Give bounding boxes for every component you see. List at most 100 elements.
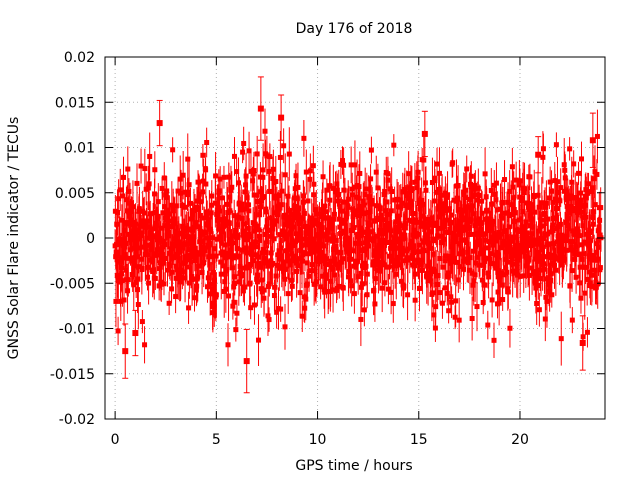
data-point — [240, 149, 246, 155]
data-point — [351, 225, 357, 231]
data-point — [257, 204, 263, 210]
data-point — [231, 153, 237, 159]
data-point — [302, 223, 308, 229]
data-point — [406, 171, 412, 177]
data-point — [223, 286, 229, 292]
data-point — [516, 248, 522, 254]
data-point — [555, 190, 561, 196]
data-point — [174, 267, 180, 273]
data-point — [553, 215, 559, 221]
data-point — [540, 253, 546, 259]
data-point — [561, 188, 567, 194]
y-tick-label: 0.005 — [55, 186, 95, 202]
data-point — [214, 236, 220, 242]
data-point — [209, 235, 215, 241]
data-point — [472, 192, 478, 198]
data-point — [489, 221, 495, 227]
data-point — [395, 257, 401, 263]
data-point — [470, 211, 476, 217]
data-point — [487, 256, 493, 262]
data-point — [562, 175, 568, 181]
data-point — [292, 205, 298, 211]
data-point — [342, 230, 348, 236]
y-tick-label: -0.005 — [50, 276, 95, 292]
data-point — [346, 196, 352, 202]
data-point — [437, 256, 443, 262]
data-point — [125, 255, 131, 261]
data-point — [408, 238, 414, 244]
data-point — [434, 161, 440, 167]
data-point — [392, 263, 398, 269]
data-point — [374, 262, 380, 268]
data-point — [173, 294, 179, 300]
data-point — [277, 154, 283, 160]
data-point — [483, 245, 489, 251]
data-point — [216, 188, 222, 194]
data-point — [464, 166, 470, 172]
data-point — [129, 258, 135, 264]
data-point — [204, 140, 210, 146]
data-point — [557, 221, 563, 227]
data-point — [341, 162, 347, 168]
data-point — [439, 300, 445, 306]
data-point — [594, 241, 600, 247]
data-point — [563, 219, 569, 225]
data-point — [275, 252, 281, 258]
data-point — [301, 193, 307, 199]
data-point — [274, 309, 280, 315]
data-point — [531, 271, 537, 277]
data-point — [476, 238, 482, 244]
data-point — [220, 221, 226, 227]
data-point — [449, 299, 455, 305]
data-point — [255, 272, 261, 278]
data-point — [381, 192, 387, 198]
data-point — [161, 175, 167, 181]
data-point — [155, 199, 161, 205]
data-point — [191, 224, 197, 230]
data-point — [236, 279, 242, 285]
data-point — [313, 211, 319, 217]
data-point — [504, 210, 510, 216]
data-point — [489, 201, 495, 207]
data-point — [412, 297, 418, 303]
data-point — [507, 325, 513, 331]
data-point — [489, 297, 495, 303]
data-point — [352, 212, 358, 218]
data-point — [279, 188, 285, 194]
data-point — [317, 238, 323, 244]
data-point — [547, 254, 553, 260]
data-point — [511, 234, 517, 240]
data-point — [452, 236, 458, 242]
data-point — [203, 181, 209, 187]
data-point — [224, 267, 230, 273]
data-point — [419, 257, 425, 263]
data-point — [197, 225, 203, 231]
data-point — [331, 235, 337, 241]
data-point — [412, 271, 418, 277]
data-point — [247, 280, 253, 286]
data-point — [500, 199, 506, 205]
data-point — [255, 198, 261, 204]
data-point — [541, 261, 547, 267]
data-point — [494, 207, 500, 213]
data-point — [597, 232, 603, 238]
data-point — [301, 210, 307, 216]
data-point — [435, 225, 441, 231]
data-point — [461, 191, 467, 197]
data-point — [322, 289, 328, 295]
data-point — [375, 185, 381, 191]
data-point — [424, 232, 430, 238]
data-point — [589, 185, 595, 191]
data-point — [547, 179, 553, 185]
data-point — [438, 210, 444, 216]
data-point — [379, 228, 385, 234]
data-point — [293, 173, 299, 179]
data-point — [497, 206, 503, 212]
data-point — [270, 260, 276, 266]
data-point — [591, 209, 597, 215]
data-point — [394, 245, 400, 251]
data-point — [304, 260, 310, 266]
data-point — [421, 157, 427, 163]
data-point — [224, 254, 230, 260]
data-point — [205, 275, 211, 281]
